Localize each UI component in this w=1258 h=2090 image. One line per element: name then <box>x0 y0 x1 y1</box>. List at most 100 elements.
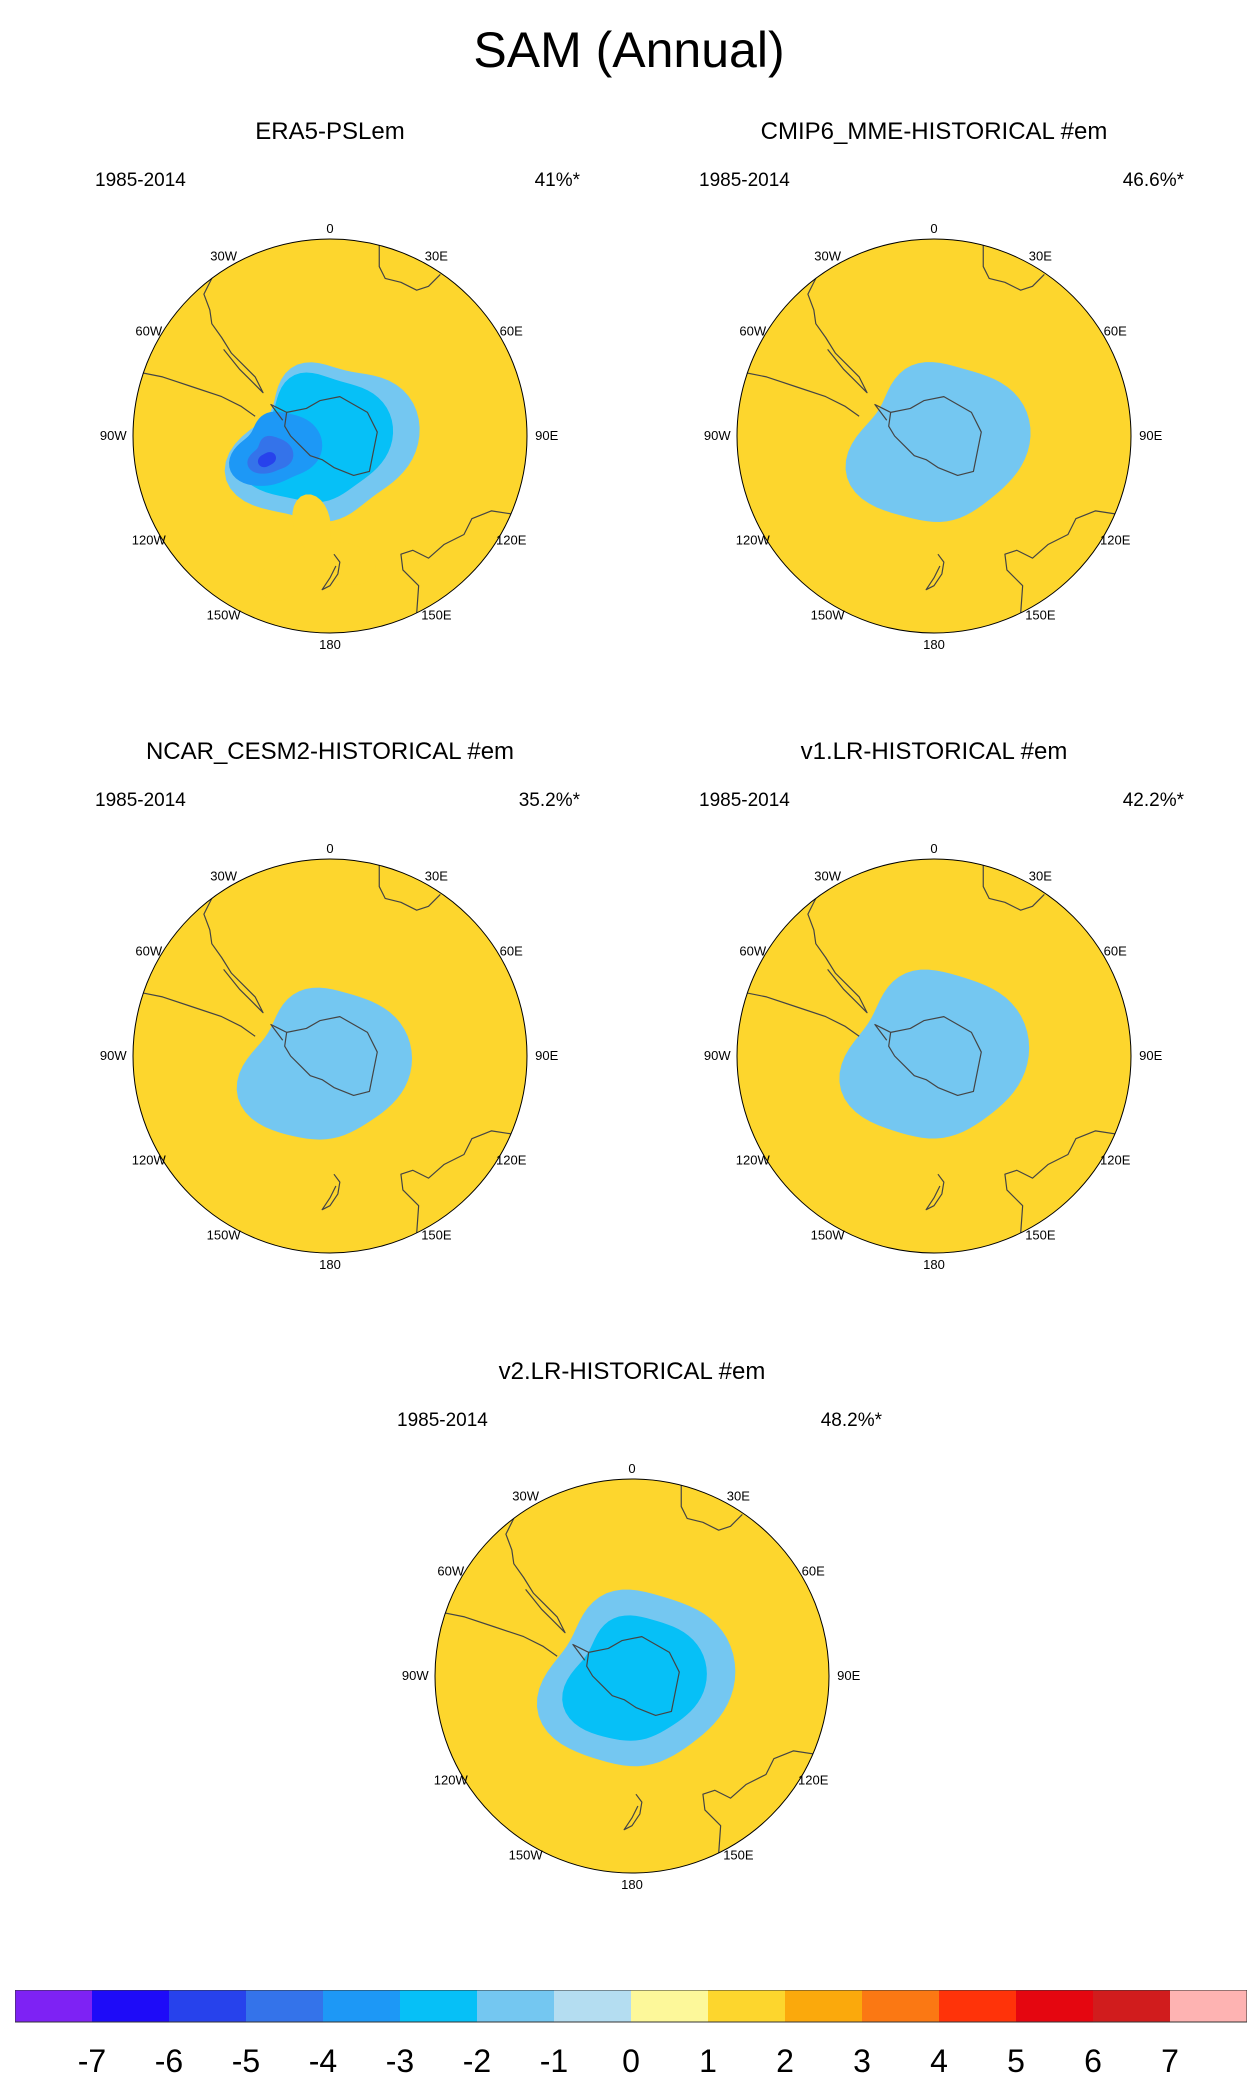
shading-contour <box>562 1615 707 1741</box>
map-boundary <box>132 238 528 634</box>
period-label: 1985-2014 <box>95 790 186 811</box>
longitude-label: 120E <box>496 1152 527 1167</box>
longitude-label: 30W <box>210 249 237 264</box>
coastlines <box>435 1482 820 1873</box>
colorbar-swatch <box>1016 1990 1094 2022</box>
shading-contour <box>845 362 1031 522</box>
longitude-label: 120W <box>132 532 167 547</box>
longitude-label: 120E <box>798 1772 829 1787</box>
colorbar-swatch <box>15 1990 93 2022</box>
coastline-antPeninsula <box>270 1023 287 1041</box>
coastline-antPeninsula <box>572 1643 589 1661</box>
longitude-label: 150E <box>421 607 452 622</box>
colorbar-tick-label: 6 <box>1084 2043 1102 2079</box>
coastlines <box>737 862 1122 1253</box>
colorbar-swatch <box>92 1990 170 2022</box>
map-boundary <box>736 238 1132 634</box>
colorbar-tick-label: -1 <box>540 2043 568 2079</box>
map-panel-cmip6-mme: CMIP6_MME-HISTORICAL #em 1985-2014 46.6%… <box>654 118 1214 678</box>
polar-map: 0 30E 60E 90E 120E 150E 180 150W 120W 90W 60W 30W <box>100 841 559 1272</box>
map-boundary <box>434 1478 830 1874</box>
explained-variance-label: 46.6%* <box>1122 170 1184 191</box>
longitude-label: 180 <box>923 1257 945 1272</box>
colorbar-tick-label: 5 <box>1007 2043 1025 2079</box>
shading-contour <box>236 987 413 1140</box>
map-panel-ncar-cesm2: NCAR_CESM2-HISTORICAL #em 1985-2014 35.2… <box>50 738 610 1298</box>
longitude-label: 60W <box>135 944 162 959</box>
explained-variance-label: 48.2%* <box>820 1410 882 1431</box>
colorbar-tick-label: 1 <box>699 2043 717 2079</box>
coastline-southAmerica <box>505 1502 566 1634</box>
longitude-label: 120E <box>1100 1152 1131 1167</box>
coastline-southAmerica <box>807 882 868 1014</box>
colorbar-tick-label: 4 <box>930 2043 948 2079</box>
map-panel-era5: ERA5-PSLem 1985-2014 41%* 0 30E 60E 90E 120E… <box>50 118 610 678</box>
longitude-label: 90W <box>704 428 731 443</box>
coastline-southAmerica <box>203 882 264 1014</box>
longitude-label: 0 <box>628 1461 635 1476</box>
period-label: 1985-2014 <box>699 790 790 811</box>
coastline-antPeninsula <box>270 403 287 421</box>
longitude-label: 120E <box>1100 532 1131 547</box>
coastlines <box>737 242 1122 633</box>
explained-variance-label: 35.2%* <box>518 790 580 811</box>
coastline-antarctica <box>586 1636 680 1716</box>
longitude-label: 120W <box>736 532 771 547</box>
longitude-label: 0 <box>930 221 937 236</box>
colorbar-tick-label: 3 <box>853 2043 871 2079</box>
longitude-label: 120W <box>132 1152 167 1167</box>
coastline-tasmania <box>718 1864 731 1873</box>
coastline-tasmania <box>1020 1244 1033 1253</box>
longitude-label: 60W <box>739 324 766 339</box>
main-title: SAM (Annual) <box>473 22 785 78</box>
coastline-tasmania <box>1020 624 1033 633</box>
coastline-southAmerica <box>807 262 868 394</box>
longitude-label: 60E <box>500 944 523 959</box>
colorbar-swatch <box>323 1990 401 2022</box>
period-label: 1985-2014 <box>95 170 186 191</box>
longitude-label: 150E <box>723 1847 754 1862</box>
colorbar-swatch <box>939 1990 1017 2022</box>
longitude-label: 120W <box>736 1152 771 1167</box>
map-panel-v1-lr: v1.LR-HISTORICAL #em 1985-2014 42.2%* 0 3… <box>654 738 1214 1298</box>
coastline-tasmania <box>416 1244 429 1253</box>
polar-map: 0 30E 60E 90E 120E 150E 180 150W 120W 90W 60W 30W <box>704 841 1163 1272</box>
coastline-antarctica <box>888 1016 982 1096</box>
longitude-label: 180 <box>923 637 945 652</box>
colorbar-swatch <box>169 1990 247 2022</box>
colorbar-swatch <box>1170 1990 1247 2022</box>
coastline-southAmWest <box>133 990 256 1037</box>
longitude-label: 90W <box>704 1048 731 1063</box>
period-label: 1985-2014 <box>699 170 790 191</box>
colorbar-tick-label: 2 <box>776 2043 794 2079</box>
map-boundary <box>132 858 528 1254</box>
longitude-label: 30E <box>727 1489 750 1504</box>
longitude-label: 0 <box>326 221 333 236</box>
longitude-label: 180 <box>319 1257 341 1272</box>
colorbar-swatch <box>554 1990 632 2022</box>
longitude-label: 30W <box>210 869 237 884</box>
colorbar-frame <box>15 1990 1247 2023</box>
colorbar-swatch <box>400 1990 478 2022</box>
coastline-southAmerica <box>203 262 264 394</box>
longitude-label: 120E <box>496 532 527 547</box>
polar-map: 0 30E 60E 90E 120E 150E 180 150W 120W 90W 60W 30W <box>402 1461 861 1892</box>
period-label: 1985-2014 <box>397 1410 488 1431</box>
colorbar-tick-label: 0 <box>622 2043 640 2079</box>
coastline-australia <box>702 1750 820 1864</box>
longitude-label: 60W <box>135 324 162 339</box>
longitude-label: 60E <box>802 1564 825 1579</box>
coastlines <box>133 862 518 1253</box>
coastline-newZealand <box>925 553 945 591</box>
colorbar-swatch <box>477 1990 555 2022</box>
coastline-antPeninsula <box>874 1023 891 1041</box>
colorbar-tick-label: -4 <box>309 2043 337 2079</box>
panel-title: v1.LR-HISTORICAL #em <box>800 738 1068 765</box>
coastline-southAmWest <box>133 370 256 417</box>
longitude-label: 60W <box>739 944 766 959</box>
colorbar-tick-label: 7 <box>1161 2043 1179 2079</box>
longitude-label: 90E <box>837 1668 860 1683</box>
longitude-label: 150W <box>207 607 242 622</box>
longitude-label: 30E <box>1029 869 1052 884</box>
longitude-label: 90W <box>100 428 127 443</box>
